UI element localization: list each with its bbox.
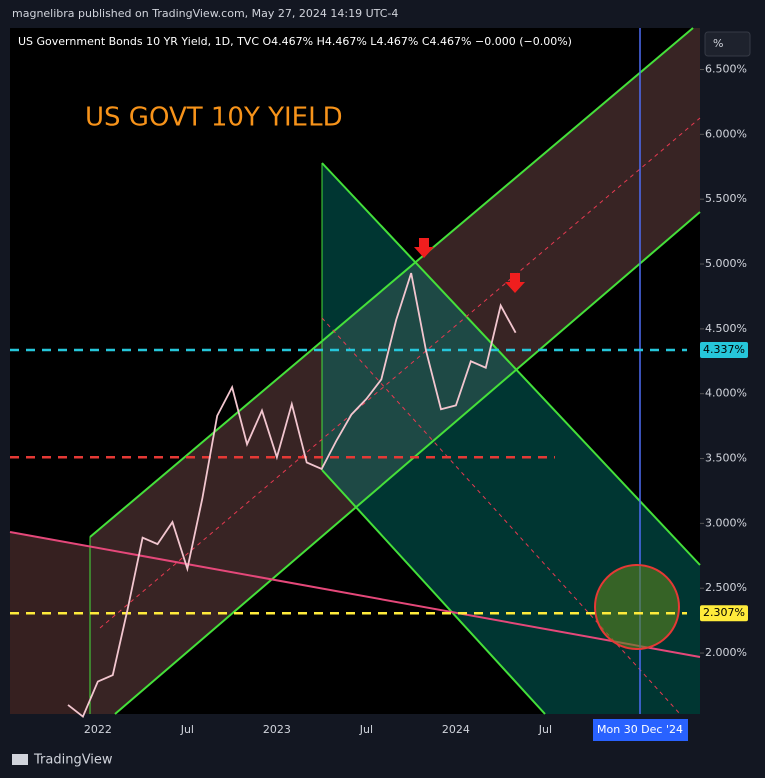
trend-line [9, 531, 701, 658]
publish-info: magnelibra published on TradingView.com,… [12, 7, 398, 20]
price-line [67, 272, 517, 719]
channel-line [114, 211, 701, 715]
scale-button-label[interactable]: % [713, 37, 723, 50]
level-label-box [700, 605, 748, 622]
y-tick-label: 3.500% [705, 452, 747, 465]
y-tick-label: 2.000% [705, 646, 747, 659]
channel-line [321, 162, 701, 566]
arrow [414, 238, 434, 258]
channel-line [321, 469, 546, 715]
y-tick-label: 4.000% [705, 387, 747, 400]
x-tick-label: 2024 [442, 723, 470, 736]
ascending-channel-fill [90, 28, 700, 714]
channel-line [89, 27, 694, 538]
x-tick-label: Jul [359, 723, 373, 736]
level-label: 4.337% [703, 343, 745, 356]
plot-area [10, 28, 700, 714]
x-tick-label: 2023 [263, 723, 291, 736]
y-tick-label: 2.500% [705, 581, 747, 594]
date-marker-box [593, 719, 688, 741]
mid-line [99, 117, 701, 629]
x-tick-label: Jul [538, 723, 552, 736]
y-tick-label: 4.500% [705, 322, 747, 335]
y-tick-label: 3.000% [705, 516, 747, 529]
date-marker-label: Mon 30 Dec '24 [597, 723, 683, 736]
scale-button[interactable] [704, 31, 751, 57]
x-tick-label: Jul [180, 723, 194, 736]
y-tick-label: 5.000% [705, 257, 747, 270]
target-circle [594, 564, 680, 650]
mid-line [321, 317, 681, 715]
brand-logo [12, 754, 28, 765]
region-fill [10, 532, 90, 714]
y-tick-label: 5.500% [705, 192, 747, 205]
y-tick-label: 6.000% [705, 127, 747, 140]
x-tick-label: 2022 [84, 723, 112, 736]
y-tick-label: 6.500% [705, 62, 747, 75]
arrow [505, 273, 525, 293]
level-label: 2.307% [703, 606, 745, 619]
brand: TradingView [33, 753, 113, 768]
chart-title: US GOVT 10Y YIELD [85, 103, 343, 133]
level-label-box [700, 341, 748, 358]
symbol-info: US Government Bonds 10 YR Yield, 1D, TVC… [18, 35, 572, 48]
